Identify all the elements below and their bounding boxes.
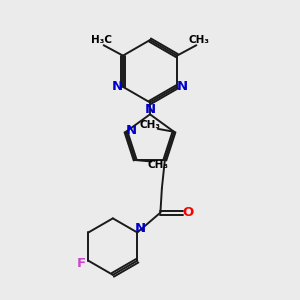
Text: N: N — [126, 124, 137, 137]
Text: CH₃: CH₃ — [140, 120, 161, 130]
Text: CH₃: CH₃ — [148, 160, 169, 170]
Text: O: O — [182, 206, 194, 219]
Text: H₃C: H₃C — [91, 35, 112, 45]
Text: N: N — [144, 103, 156, 116]
Text: F: F — [76, 256, 85, 270]
Text: N: N — [135, 222, 146, 236]
Text: N: N — [112, 80, 123, 93]
Text: N: N — [177, 80, 188, 93]
Text: CH₃: CH₃ — [188, 35, 209, 45]
